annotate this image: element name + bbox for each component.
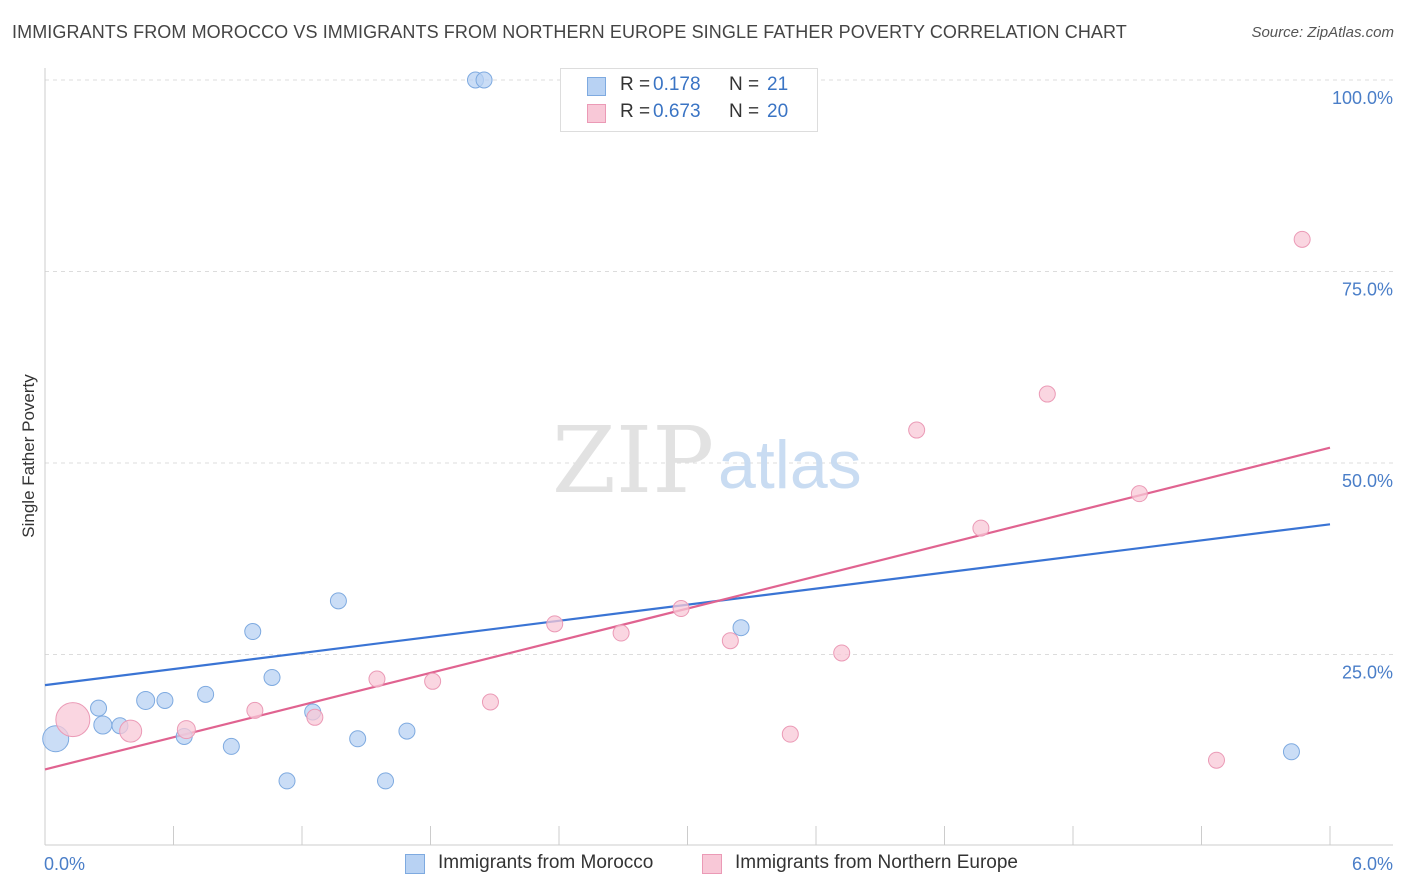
n-label: N = [729, 74, 760, 95]
point-northern-europe [672, 600, 690, 618]
point-morocco [398, 722, 416, 740]
r-value-morocco: 0.178 [653, 74, 701, 95]
point-northern-europe [368, 670, 386, 688]
point-northern-europe [481, 693, 499, 711]
r-label: R = [620, 101, 651, 122]
point-morocco [93, 715, 113, 735]
data-points [42, 71, 1311, 790]
source-credit: Source: ZipAtlas.com [1251, 24, 1394, 41]
point-morocco [278, 772, 296, 790]
point-northern-europe [612, 624, 630, 642]
point-morocco [377, 772, 395, 790]
r-label: R = [620, 74, 651, 95]
point-morocco [475, 71, 493, 89]
point-morocco [349, 730, 367, 748]
point-morocco [156, 691, 174, 709]
bottom-legend-label-northern-europe: Immigrants from Northern Europe [735, 852, 1018, 873]
point-northern-europe [721, 632, 739, 650]
bottom-legend-swatch-morocco [405, 854, 425, 874]
correlation-legend: R = 0.178 N = 21 R = 0.673 N = 20 [560, 68, 818, 132]
r-value-northern-europe: 0.673 [653, 101, 701, 122]
x-tick-label-max: 6.0% [1352, 854, 1393, 874]
y-tick-labels: 25.0% 50.0% 75.0% 100.0% [1332, 88, 1393, 683]
point-morocco [136, 690, 156, 710]
watermark-atlas: atlas [718, 427, 862, 503]
point-morocco [1282, 743, 1300, 761]
y-tick-label-100: 100.0% [1332, 88, 1393, 108]
point-northern-europe [1293, 230, 1311, 248]
bottom-legend-label-morocco: Immigrants from Morocco [438, 852, 654, 873]
legend-swatch-morocco [587, 77, 606, 96]
point-northern-europe [1038, 385, 1056, 403]
point-morocco [329, 592, 347, 610]
watermark-zip: ZIP [552, 407, 714, 514]
point-northern-europe [306, 708, 324, 726]
point-northern-europe [781, 725, 799, 743]
y-tick-label-50: 50.0% [1342, 471, 1393, 491]
point-northern-europe [424, 672, 442, 690]
point-northern-europe [176, 720, 196, 740]
point-northern-europe [546, 615, 564, 633]
point-morocco [222, 737, 240, 755]
point-northern-europe [972, 519, 990, 537]
y-axis-label: Single Father Poverty [19, 374, 38, 538]
y-tick-label-75: 75.0% [1342, 280, 1393, 300]
axes [44, 68, 1393, 846]
y-tick-label-25: 25.0% [1342, 663, 1393, 683]
point-northern-europe [908, 421, 926, 439]
bottom-legend-swatch-northern-europe [702, 854, 722, 874]
point-northern-europe [246, 701, 264, 719]
point-northern-europe [1130, 485, 1148, 503]
point-northern-europe [119, 719, 143, 743]
point-northern-europe [55, 702, 91, 738]
gridlines [45, 79, 1393, 655]
n-value-morocco: 21 [767, 74, 789, 95]
x-tick-label-min: 0.0% [44, 854, 85, 874]
point-northern-europe [833, 644, 851, 662]
point-morocco [90, 699, 108, 717]
point-morocco [244, 623, 262, 641]
point-morocco [197, 685, 215, 703]
point-northern-europe [1207, 751, 1225, 769]
legend-swatch-northern-europe [587, 104, 606, 123]
point-morocco [263, 668, 281, 686]
n-value-northern-europe: 20 [767, 101, 789, 122]
point-morocco [732, 619, 750, 637]
chart-title: IMMIGRANTS FROM MOROCCO VS IMMIGRANTS FR… [12, 22, 1127, 42]
n-label: N = [729, 101, 760, 122]
